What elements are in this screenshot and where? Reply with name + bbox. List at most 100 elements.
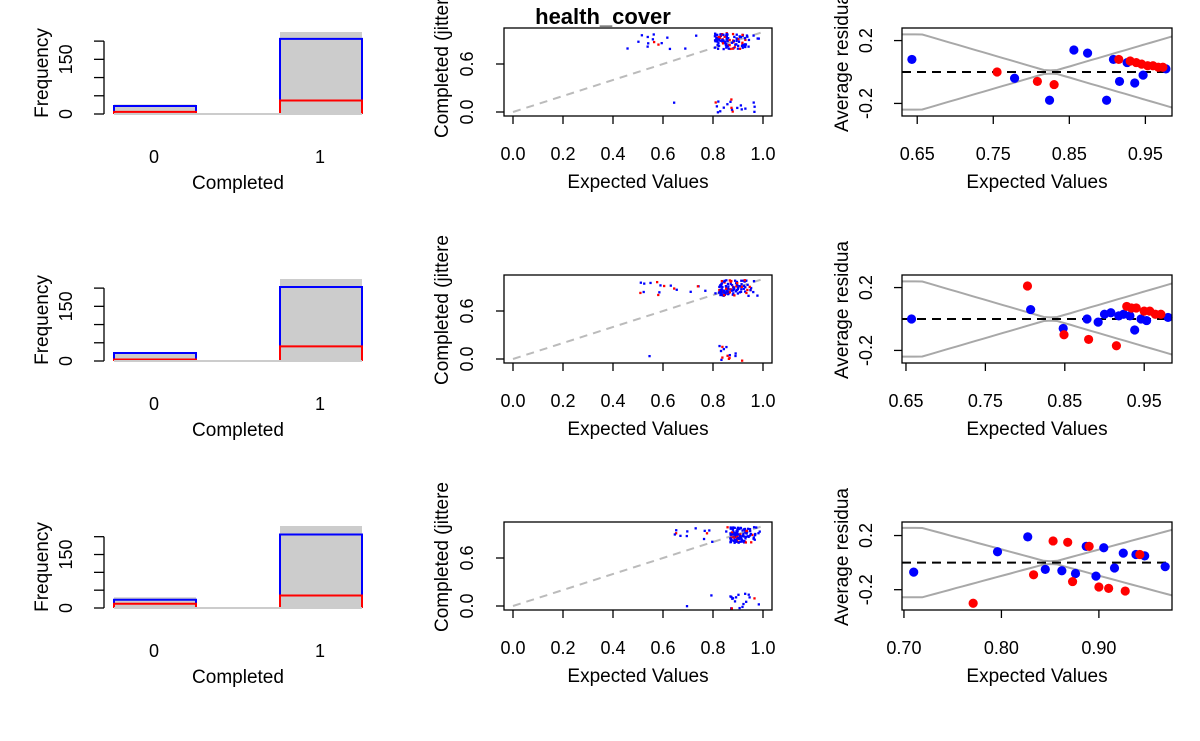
jitter-point <box>637 40 640 43</box>
jitter-point <box>742 287 745 290</box>
jitter-point <box>716 43 719 47</box>
jitter-point <box>729 595 732 598</box>
jitter-point <box>715 36 718 39</box>
x-tick-label: 0.8 <box>700 391 725 411</box>
jitter-point <box>728 38 731 42</box>
jitter-point <box>652 40 656 44</box>
jitter-point <box>727 36 730 40</box>
band-upper <box>902 526 1173 563</box>
jitter-point <box>718 285 721 289</box>
residual-point-blue <box>1023 532 1033 542</box>
x-tick-label: 0.75 <box>976 144 1011 164</box>
residual-point-blue <box>1118 548 1128 558</box>
jitter-point <box>740 538 743 541</box>
jitter-point <box>652 33 655 36</box>
jitter-point <box>737 593 740 596</box>
residual-point-blue <box>1093 317 1103 327</box>
jitter-point <box>733 538 736 541</box>
x-tick-label: 1.0 <box>750 144 775 164</box>
y-axis-title: Completed (jittere <box>432 482 453 632</box>
jitter-point <box>749 288 752 292</box>
jitter-point <box>747 527 750 530</box>
jitter-point <box>722 294 726 297</box>
residual-point-red <box>1131 303 1141 313</box>
residual-point-red <box>1032 76 1042 87</box>
jitter-point <box>686 530 689 533</box>
bar-observed-1 <box>280 279 362 361</box>
x-tick-label: 0.90 <box>1081 638 1116 658</box>
jitter-point <box>708 529 711 532</box>
jitter-point <box>732 41 735 44</box>
jitter-point <box>753 105 756 108</box>
jitter-point <box>753 534 757 537</box>
y-tick-label: 0 <box>56 603 76 613</box>
jitter-point <box>725 279 728 282</box>
jitter-point <box>758 530 761 533</box>
y-tick-label: 0.2 <box>856 28 876 53</box>
x-axis-title: Completed <box>192 420 284 441</box>
jitter-point <box>719 110 722 113</box>
jitter-point <box>748 596 751 599</box>
residual-point-blue <box>906 314 917 324</box>
residual-point-blue <box>1160 562 1170 572</box>
jitter-point <box>728 43 731 47</box>
x-tick-label: 0.4 <box>600 391 625 411</box>
jitter-point <box>740 283 743 286</box>
jitter-point <box>735 533 738 537</box>
x-tick-label: 0.0 <box>500 638 525 658</box>
jitter-point <box>753 110 756 114</box>
jitter-panel-2: 0.0 0.2 0.4 0.6 0.8 1.0 0.0 0.6 Expected Values C… <box>432 235 776 440</box>
jitter-point <box>647 42 650 45</box>
jitter-point <box>643 282 646 285</box>
jitter-point <box>710 594 713 597</box>
jitter-point <box>640 34 644 37</box>
jitter-point <box>663 284 666 288</box>
jitter-point <box>741 529 744 532</box>
jitter-point <box>738 291 742 294</box>
jitter-point <box>675 288 678 291</box>
bar-panel-1: 0 150 0 1 Completed Frequency <box>32 28 363 194</box>
jitter-point <box>730 536 733 539</box>
jitter-point <box>736 283 739 286</box>
x-tick-label: 0.0 <box>500 391 525 411</box>
jitter-point <box>726 354 729 357</box>
x-tick-label: 0.2 <box>550 638 575 658</box>
jitter-point <box>734 354 737 358</box>
jitter-point <box>721 285 724 289</box>
jitter-point <box>752 34 755 37</box>
jitter-point <box>720 291 723 295</box>
jitter-point <box>738 540 742 543</box>
y-tick-label: 150 <box>56 291 76 321</box>
bar-blue-0 <box>113 104 197 114</box>
residual-point-blue <box>1099 543 1109 553</box>
x-tick-label: 1.0 <box>750 638 775 658</box>
residual-point-blue <box>1130 325 1140 335</box>
jitter-point <box>703 529 706 532</box>
jitter-point <box>730 279 733 283</box>
band-upper <box>902 33 1173 72</box>
x-tick-label: 0.65 <box>900 144 935 164</box>
jitter-point <box>723 35 726 38</box>
jitter-point <box>716 33 719 37</box>
residual-point-red <box>1048 536 1058 546</box>
residual-point-blue <box>1130 78 1140 88</box>
jitter-point <box>714 101 717 104</box>
jitter-point <box>719 293 722 297</box>
bar-red-1 <box>279 594 363 608</box>
jitter-point <box>739 526 743 530</box>
x-tick-label: 0 <box>149 641 159 661</box>
jitter-point <box>745 529 749 533</box>
jitter-point <box>651 38 655 41</box>
jitter-point <box>733 294 736 297</box>
jitter-point <box>660 41 663 45</box>
jitter-point <box>722 106 725 109</box>
jitter-point <box>735 39 738 43</box>
jitter-point <box>729 282 732 286</box>
residual-point-blue <box>1009 73 1020 83</box>
y-axis-title: Frequency <box>32 28 53 118</box>
jitter-point <box>742 532 745 535</box>
jitter-point <box>748 285 751 289</box>
reference-line <box>512 31 764 113</box>
jitter-point <box>737 286 740 289</box>
plot-frame <box>901 521 1173 611</box>
